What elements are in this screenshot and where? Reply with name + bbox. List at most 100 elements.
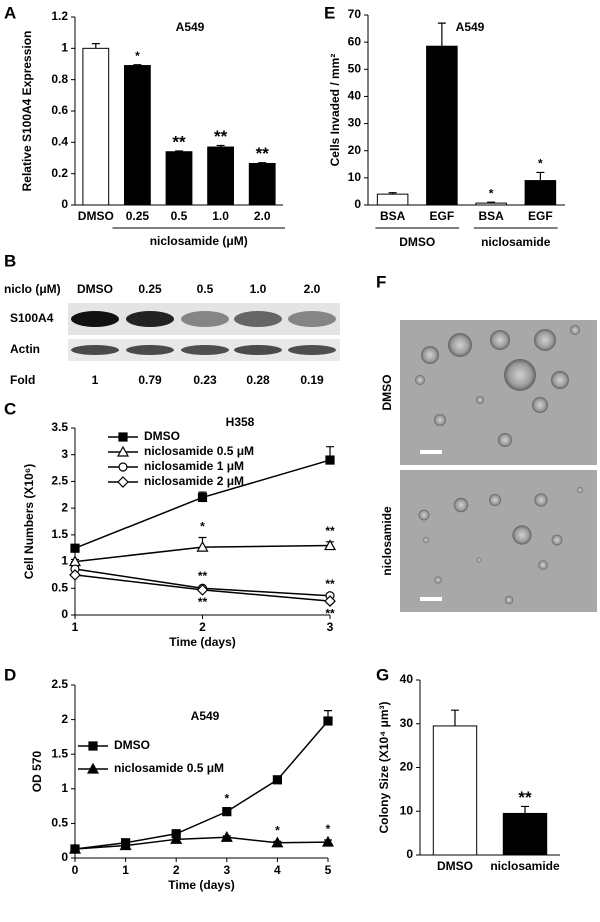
y-tick-label: 1.5	[51, 527, 68, 541]
cell	[476, 557, 482, 563]
legend-label: niclosamide 2 μM	[144, 474, 244, 488]
cell	[418, 509, 430, 521]
x-axis-label: Time (days)	[169, 635, 235, 649]
x-tick-label: DMSO	[78, 209, 114, 223]
cell	[489, 494, 501, 506]
scale-bar	[420, 597, 442, 601]
y-tick-label: 60	[348, 34, 362, 48]
y-axis-label: Cell Numbers (X10⁶)	[22, 464, 36, 580]
cell	[498, 433, 512, 447]
cell	[570, 325, 580, 335]
x-tick-label: 1	[72, 620, 79, 634]
chart-title: A549	[191, 709, 220, 723]
cell	[551, 534, 563, 546]
legend-label: DMSO	[114, 738, 150, 752]
y-axis-label: Cells Invaded / mm²	[328, 54, 342, 167]
cell	[504, 595, 514, 605]
y-tick-label: 40	[400, 672, 414, 686]
chart-title: H358	[226, 415, 255, 429]
y-axis-label: Colony Size (X10⁴ μm³)	[377, 702, 391, 834]
marker	[118, 462, 128, 472]
panel-label: C	[4, 399, 16, 418]
y-tick-label: 2.5	[51, 474, 68, 488]
cell	[415, 375, 425, 385]
y-tick-label: 40	[348, 89, 362, 103]
y-tick-label: 2.5	[51, 677, 68, 691]
panel-label: D	[4, 665, 16, 684]
fold-value: 0.79	[138, 373, 162, 387]
y-tick-label: 1	[61, 554, 68, 568]
error-bar	[258, 162, 267, 164]
marker	[170, 833, 183, 844]
marker	[323, 716, 333, 726]
marker	[197, 492, 208, 503]
blot-band	[71, 345, 119, 355]
bar	[165, 151, 193, 206]
micrograph-label: niclosamide	[380, 506, 394, 576]
error-bar	[437, 22, 446, 47]
series-line	[74, 836, 329, 850]
blot-band	[71, 311, 119, 327]
error-bar	[216, 144, 225, 148]
bar	[475, 202, 507, 206]
y-tick-label: 0.5	[51, 580, 68, 594]
marker	[325, 455, 335, 465]
lane-label: 0.5	[197, 282, 214, 296]
y-tick-label: 1	[61, 41, 68, 55]
micrograph-label: DMSO	[380, 375, 394, 411]
error-bar	[487, 201, 496, 204]
error-bar	[175, 150, 183, 152]
x-axis-label: Time (days)	[168, 878, 234, 892]
fold-value: 1	[92, 373, 99, 387]
significance: *	[200, 520, 205, 534]
x-tick-label: EGF	[528, 209, 553, 223]
blot-band	[234, 311, 282, 327]
lane-label: 0.25	[138, 282, 162, 296]
y-tick-label: 50	[348, 61, 362, 75]
significance: **	[325, 524, 335, 538]
significance: **	[198, 569, 208, 583]
cell	[551, 371, 569, 389]
significance: **	[198, 595, 208, 609]
fold-value: 0.23	[193, 373, 217, 387]
marker	[69, 569, 81, 581]
marker	[70, 543, 80, 553]
y-axis-label: OD 570	[30, 750, 44, 792]
marker	[116, 445, 130, 457]
marker	[321, 835, 335, 847]
y-tick-label: 0	[61, 607, 68, 621]
marker	[118, 432, 128, 442]
y-tick-label: 30	[348, 116, 362, 130]
y-tick-label: 2	[61, 500, 68, 514]
y-tick-label: 0	[406, 847, 413, 861]
x-tick-label: BSA	[380, 209, 406, 223]
fold-label: Fold	[10, 373, 35, 387]
significance: **	[172, 132, 186, 151]
y-tick-label: 0	[61, 850, 68, 864]
blot-band	[126, 311, 174, 327]
y-tick-label: 2	[61, 712, 68, 726]
micrograph	[400, 470, 597, 612]
x-tick-label: 5	[325, 863, 332, 877]
lane-label: 2.0	[304, 282, 321, 296]
y-tick-label: 0.4	[51, 135, 68, 149]
x-tick-label: 2	[199, 620, 206, 634]
cell	[421, 346, 439, 364]
cell	[434, 576, 442, 584]
x-tick-label: 3	[223, 863, 230, 877]
x-tick-label: 3	[327, 620, 334, 634]
legend-label: niclosamide 0.5 μM	[114, 761, 224, 775]
x-tick-label: niclosamide	[490, 859, 560, 873]
marker	[324, 595, 336, 607]
marker	[119, 839, 132, 851]
x-tick-label: 0	[72, 863, 79, 877]
y-tick-label: 20	[400, 760, 414, 774]
significance: **	[214, 127, 228, 146]
bar	[524, 180, 557, 206]
y-tick-label: 0.8	[51, 72, 68, 86]
x-tick-label: 1.0	[212, 209, 229, 223]
significance: **	[325, 577, 335, 591]
significance: *	[326, 822, 331, 836]
x-tick-label: 2.0	[254, 209, 271, 223]
blot-band	[181, 345, 229, 355]
